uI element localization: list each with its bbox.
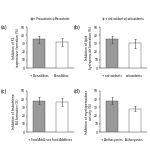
Y-axis label: Inhibition of leukotriene
B4 formation (%): Inhibition of leukotriene B4 formation (… bbox=[12, 94, 20, 129]
Bar bbox=[106, 101, 119, 132]
Bar bbox=[56, 102, 68, 132]
Bar bbox=[33, 101, 45, 132]
Legend: + antioxidants, antioxidants: + antioxidants, antioxidants bbox=[102, 17, 145, 21]
Text: (d): (d) bbox=[74, 89, 81, 94]
Bar bbox=[129, 44, 141, 68]
Bar bbox=[56, 42, 68, 68]
Bar bbox=[129, 109, 141, 132]
Text: (b): (b) bbox=[74, 25, 81, 30]
Bar bbox=[33, 39, 45, 68]
Y-axis label: Inhibition of F2-
isoprostane formation (%): Inhibition of F2- isoprostane formation … bbox=[12, 28, 20, 67]
Y-axis label: Inhibition of lipid
hydroperoxide formation (%): Inhibition of lipid hydroperoxide format… bbox=[85, 26, 93, 69]
Text: (a): (a) bbox=[1, 25, 8, 30]
Legend: + Pravastatin, Pravastatin: + Pravastatin, Pravastatin bbox=[31, 17, 70, 21]
Text: (c): (c) bbox=[1, 89, 8, 94]
Bar bbox=[106, 39, 119, 68]
Y-axis label: Inhibition of myeloperoxidase
activity (%): Inhibition of myeloperoxidase activity (… bbox=[85, 89, 93, 134]
